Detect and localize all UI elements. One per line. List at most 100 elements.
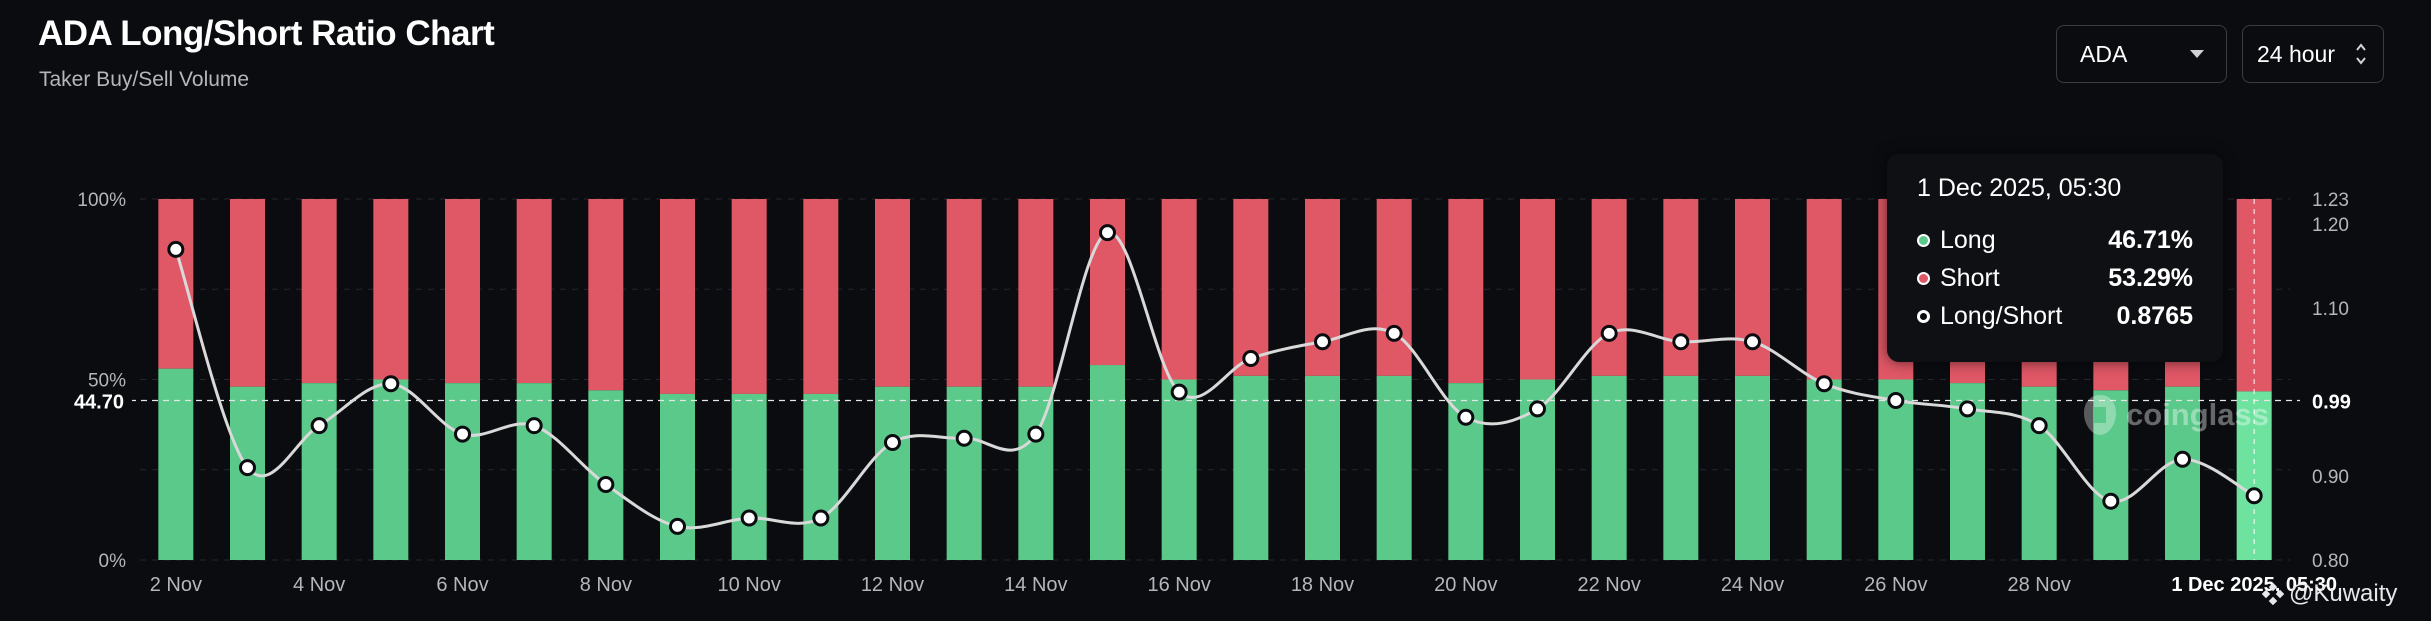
bar-long <box>2021 386 2057 560</box>
ratio-point <box>740 509 758 527</box>
coinglass-logo-icon <box>2084 395 2116 435</box>
ratio-point <box>525 417 543 435</box>
tooltip-label: Long <box>1940 225 1996 254</box>
bar-short <box>1520 199 1555 380</box>
tooltip-value: 46.71% <box>2108 225 2193 254</box>
page-title: ADA Long/Short Ratio Chart <box>38 14 495 53</box>
x-axis-tick: 10 Nov <box>717 574 780 596</box>
ratio-point <box>167 240 185 258</box>
sort-updown-icon <box>2356 43 2366 65</box>
period-select[interactable]: 24 hour <box>2242 25 2384 83</box>
bar-long <box>660 393 695 560</box>
bar-short <box>1448 199 1484 384</box>
tooltip-value: 0.8765 <box>2116 301 2193 330</box>
ratio-point <box>1600 324 1618 342</box>
x-axis-tick: 24 Nov <box>1721 574 1784 596</box>
ratio-point <box>1744 333 1761 351</box>
bar-short <box>1806 199 1842 380</box>
tooltip-row-long: Long 46.71% <box>1917 221 2193 259</box>
ratio-line <box>167 199 2263 560</box>
tooltip-date: 1 Dec 2025, 05:30 <box>1917 174 2122 202</box>
ratio-point <box>1529 400 1546 418</box>
bar-long <box>1305 375 1340 560</box>
coinglass-watermark: coinglass <box>2080 393 2269 437</box>
bar-long <box>1018 386 1054 560</box>
bar-long <box>946 386 982 560</box>
tooltip-label: Short <box>1940 263 2000 292</box>
tooltip-row-short: Short 53.29% <box>1917 259 2193 297</box>
ratio-point <box>310 417 328 435</box>
bar-short <box>588 199 624 391</box>
tooltip-value: 53.29% <box>2108 263 2193 292</box>
x-axis-tick: 2 Nov <box>150 574 202 596</box>
left-axis-tick: 100% <box>77 190 126 211</box>
x-axis-tick: 22 Nov <box>1577 574 1640 596</box>
bar-long <box>803 393 839 560</box>
bar-long <box>1376 375 1412 560</box>
ratio-point <box>1887 391 1905 409</box>
bar-long <box>1090 365 1125 560</box>
ratio-point <box>1314 333 1331 351</box>
tooltip-row-ratio: Long/Short 0.8765 <box>1917 297 2193 335</box>
ratio-point <box>1815 375 1833 393</box>
bar-long <box>1591 375 1627 560</box>
right-axis-tick: 1.23 <box>2312 190 2349 211</box>
chart-tooltip: 1 Dec 2025, 05:30 Long 46.71% Short 53.2… <box>1887 154 2223 362</box>
bar-long <box>2165 386 2200 560</box>
credit-text: @Kuwaity <box>2289 580 2398 607</box>
ratio-point <box>382 375 400 393</box>
bar-short <box>1090 199 1125 366</box>
bar-long <box>516 383 552 560</box>
bar-short <box>1018 199 1054 387</box>
x-axis-tick: 12 Nov <box>861 574 924 596</box>
x-axis-tick: 28 Nov <box>2007 574 2070 596</box>
ratio-point <box>239 459 256 477</box>
credit: @Kuwaity <box>2262 580 2397 608</box>
reference-right-badge <box>2300 384 2370 417</box>
bar-short <box>301 199 337 384</box>
x-axis-hover-label: 1 Dec 2025, 05:30 <box>2171 574 2337 596</box>
ratio-point <box>1672 333 1690 351</box>
bar-short <box>158 199 194 369</box>
x-axis-hover-badge <box>2149 570 2360 600</box>
right-axis-tick: 0.90 <box>2312 467 2349 488</box>
watermark-text: coinglass <box>2126 397 2269 432</box>
left-axis-tick: 50% <box>88 371 126 392</box>
bar-long <box>875 386 910 560</box>
bar-long <box>1806 379 1842 560</box>
ratio-point <box>1027 425 1045 443</box>
x-axis-tick: 4 Nov <box>293 574 345 596</box>
bar-long <box>301 383 337 560</box>
x-axis-tick: 20 Nov <box>1434 574 1497 596</box>
tooltip-label: Long/Short <box>1940 301 2063 330</box>
reference-right-label: 0.99 <box>2312 391 2351 413</box>
page-subtitle: Taker Buy/Sell Volume <box>39 68 250 91</box>
x-axis-tick: 14 Nov <box>1004 574 1067 596</box>
coin-select-value: ADA <box>2080 40 2128 67</box>
ratio-point <box>812 509 830 527</box>
ratio-point <box>454 425 471 443</box>
ratio-point <box>1099 224 1116 242</box>
bar-short <box>1591 199 1627 376</box>
bar-short <box>516 199 552 384</box>
ratio-point <box>884 433 901 451</box>
bar-short <box>1233 199 1269 376</box>
x-axis-tick: 26 Nov <box>1864 574 1927 596</box>
bar-short <box>230 199 265 387</box>
coin-select[interactable]: ADA <box>2056 25 2227 83</box>
bar-short <box>1376 199 1412 376</box>
bar-long <box>1735 375 1770 560</box>
ratio-point <box>1242 350 1260 368</box>
bar-long <box>731 393 767 560</box>
ratio-point <box>955 429 973 447</box>
reference-line: 44.70 0.99 <box>58 384 2370 417</box>
bar-long <box>1161 379 1197 560</box>
ratio-point <box>1170 383 1188 401</box>
bar-long <box>158 368 194 560</box>
bar-short <box>946 199 982 387</box>
binance-logo-icon <box>2262 583 2284 605</box>
ratio-point <box>669 517 686 535</box>
x-axis-tick: 6 Nov <box>436 574 488 596</box>
bar-long <box>1663 375 1699 560</box>
